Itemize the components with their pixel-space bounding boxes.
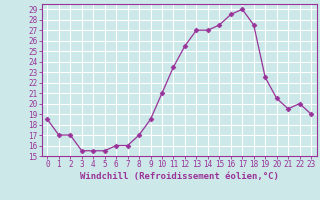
X-axis label: Windchill (Refroidissement éolien,°C): Windchill (Refroidissement éolien,°C)	[80, 172, 279, 181]
